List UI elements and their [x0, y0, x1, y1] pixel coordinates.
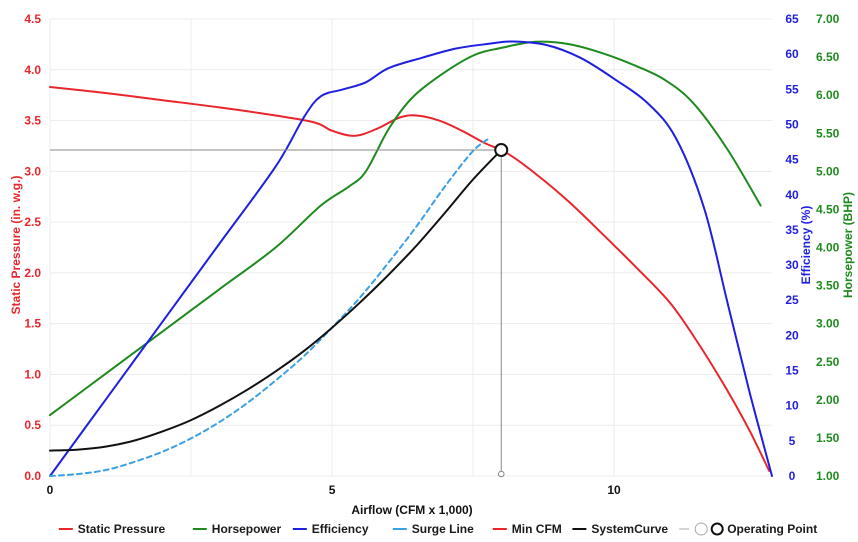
operating-point-layer [50, 143, 509, 478]
pressure-tick-label: 0.5 [24, 418, 41, 432]
efficiency-tick-label: 25 [785, 293, 799, 307]
x-tick-label: 5 [329, 483, 336, 497]
legend-item-marker [679, 522, 708, 536]
pressure-tick-label: 1.5 [24, 317, 41, 331]
legend-item-marker-swatch-circle [694, 522, 708, 536]
legend-item-operating-point-swatch [710, 522, 724, 536]
x-axis-title: Airflow (CFM x 1,000) [351, 503, 472, 517]
legend-item-horsepower: Horsepower [192, 522, 282, 536]
efficiency-axis-title: Efficiency (%) [799, 206, 813, 285]
x-tick-label: 10 [607, 483, 621, 497]
horsepower-tick-label: 5.50 [816, 126, 840, 140]
efficiency-tick-label: 30 [785, 258, 799, 272]
horsepower-tick-label: 3.00 [816, 317, 840, 331]
legend-item-static-pressure: Static Pressure [58, 522, 166, 536]
legend-item-operating-point: Operating Point [710, 522, 817, 536]
efficiency-tick-label: 45 [785, 153, 799, 167]
legend-item-surge-line-label: Surge Line [412, 522, 474, 536]
legend-item-systemcurve: SystemCurve [572, 522, 668, 536]
horsepower-tick-label: 4.50 [816, 202, 840, 216]
series-surge-line-line [49, 136, 491, 477]
efficiency-tick-label: 15 [785, 364, 799, 378]
horsepower-tick-label: 6.00 [816, 88, 840, 102]
pressure-tick-label: 3.5 [24, 114, 41, 128]
horsepower-tick-label: 2.50 [816, 355, 840, 369]
operating-point-marker [494, 143, 509, 158]
horsepower-tick-label: 1.00 [816, 469, 840, 483]
efficiency-tick-label: 0 [789, 469, 796, 483]
efficiency-tick-label: 60 [785, 47, 799, 61]
efficiency-tick-label: 20 [785, 328, 799, 342]
efficiency-tick-label: 50 [785, 117, 799, 131]
legend-item-efficiency: Efficiency [292, 522, 369, 536]
legend: Static Pressure Horsepower Efficiency Surge… [58, 522, 817, 536]
legend-item-systemcurve-label: SystemCurve [591, 522, 668, 536]
pressure-tick-label: 2.0 [24, 266, 41, 280]
pressure-tick-label: 3.0 [24, 164, 41, 178]
pressure-tick-label: 4.0 [24, 63, 41, 77]
x-tick-label: 0 [47, 483, 54, 497]
horsepower-axis-title: Horsepower (BHP) [841, 192, 855, 298]
horsepower-tick-label: 5.00 [816, 164, 840, 178]
legend-item-static-pressure-label: Static Pressure [78, 522, 166, 536]
legend-item-operating-point-label: Operating Point [727, 522, 817, 536]
series-systemcurve-line [49, 149, 503, 452]
horsepower-tick-label: 7.00 [816, 12, 840, 26]
efficiency-tick-label: 65 [785, 12, 799, 26]
legend-item-horsepower-label: Horsepower [212, 522, 282, 536]
legend-item-min-cfm-label: Min CFM [512, 522, 562, 536]
left-axis-title: Static Pressure (in. w.g.) [9, 176, 23, 315]
horsepower-tick-label: 3.50 [816, 279, 840, 293]
efficiency-tick-label: 40 [785, 188, 799, 202]
series-horsepower-line [49, 40, 762, 417]
horsepower-tick-label: 4.00 [816, 241, 840, 255]
horsepower-tick-label: 1.50 [816, 431, 840, 445]
efficiency-tick-label: 35 [785, 223, 799, 237]
legend-item-efficiency-label: Efficiency [312, 522, 369, 536]
pressure-tick-label: 1.0 [24, 367, 41, 381]
efficiency-tick-label: 5 [789, 434, 796, 448]
series-static-pressure-line [49, 86, 771, 472]
horsepower-tick-label: 2.00 [816, 393, 840, 407]
pressure-tick-label: 2.5 [24, 215, 41, 229]
operating-point-foot-marker [497, 470, 505, 478]
series-layer [49, 40, 773, 477]
series-efficiency-line [49, 40, 773, 477]
legend-item-surge-line: Surge Line [392, 522, 474, 536]
pressure-tick-label: 4.5 [24, 12, 41, 26]
grid [49, 18, 772, 477]
axis-ticks: 0 5 100.00.51.01.52.02.53.03.54.04.5051015… [24, 12, 839, 497]
efficiency-tick-label: 55 [785, 82, 799, 96]
horsepower-tick-label: 6.50 [816, 50, 840, 64]
legend-item-min-cfm: Min CFM [492, 522, 562, 536]
pressure-tick-label: 0.0 [24, 469, 41, 483]
efficiency-tick-label: 10 [785, 399, 799, 413]
